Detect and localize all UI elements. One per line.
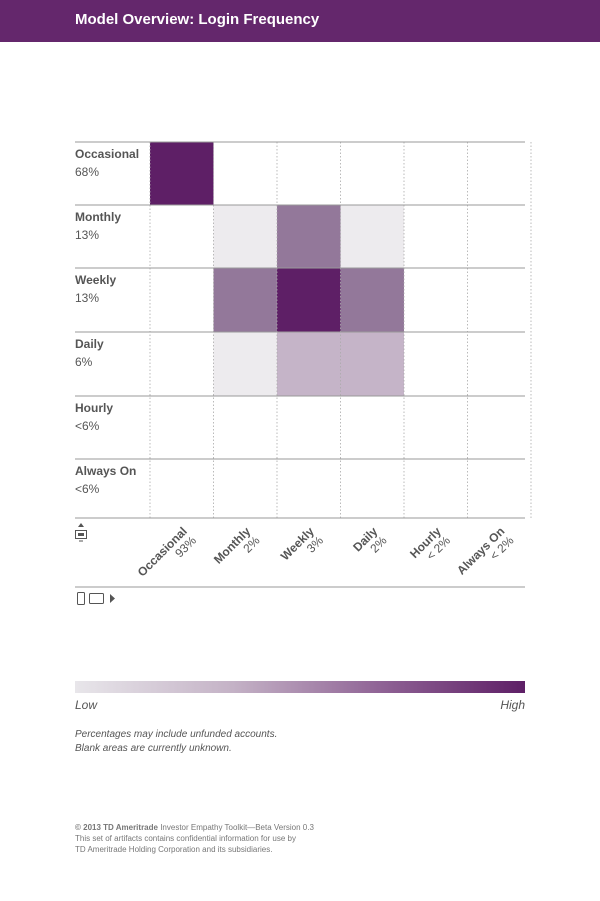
row-label-name: Occasional [75, 147, 139, 161]
heatmap-cell [277, 332, 341, 396]
column-label: Weekly3% [278, 524, 326, 572]
heatmap-chart: Occasional 68% Monthly 13% Weekly 13% Daily 6% H… [75, 141, 532, 605]
row-label-percent: <6% [75, 482, 100, 496]
legend-low-label: Low [75, 698, 98, 712]
desktop-icon [75, 523, 87, 542]
mobile-tablet-icon-part [110, 594, 115, 603]
heatmap-cell [277, 268, 341, 332]
row-label-percent: 13% [75, 228, 99, 242]
heatmap-cell [213, 205, 277, 268]
row-label-name: Monthly [75, 210, 121, 224]
footer-copyright: © 2013 TD Ameritrade Investor Empathy To… [75, 823, 314, 832]
row-label-percent: 6% [75, 355, 93, 369]
row-label-percent: 68% [75, 165, 99, 179]
page-header: Model Overview: Login Frequency [0, 0, 600, 42]
mobile-tablet-icon-part [89, 593, 104, 604]
footer-holding: TD Ameritrade Holding Corporation and it… [75, 845, 273, 854]
column-label: Occasional93% [135, 524, 200, 589]
row-label-percent: <6% [75, 419, 100, 433]
heatmap-cell [340, 205, 404, 268]
heatmap-cell [213, 268, 277, 332]
heatmap-cell [340, 268, 404, 332]
note-blank-areas: Blank areas are currently unknown. [75, 743, 232, 754]
row-label-name: Hourly [75, 401, 113, 415]
legend-high-label: High [500, 698, 525, 712]
column-label: Hourly< 2% [407, 524, 453, 570]
mobile-tablet-icon-part [77, 592, 85, 605]
desktop-icon-part [78, 533, 84, 536]
column-label: Monthly2% [211, 524, 263, 576]
column-label: Daily2% [350, 524, 390, 564]
footer-confidential: This set of artifacts contains confident… [75, 834, 296, 843]
note-unfunded: Percentages may include unfunded account… [75, 729, 278, 740]
footer-brand: © 2013 TD Ameritrade [75, 823, 158, 832]
heatmap-cell [150, 142, 214, 205]
row-label-name: Daily [75, 337, 104, 351]
page-title: Model Overview: Login Frequency [75, 11, 320, 28]
heatmap-cell [340, 332, 404, 396]
mobile-tablet-icon [77, 592, 115, 605]
heatmap-cell [277, 205, 341, 268]
column-label: Always On< 2% [454, 524, 517, 587]
row-label-name: Always On [75, 464, 136, 478]
heatmap-cell [213, 332, 277, 396]
footer-version: Investor Empathy Toolkit—Beta Version 0.… [157, 823, 314, 832]
desktop-icon-part [75, 530, 87, 539]
row-label-name: Weekly [75, 273, 116, 287]
row-label-percent: 13% [75, 291, 99, 305]
desktop-icon-part [78, 523, 84, 527]
color-scale-bar [75, 681, 525, 693]
